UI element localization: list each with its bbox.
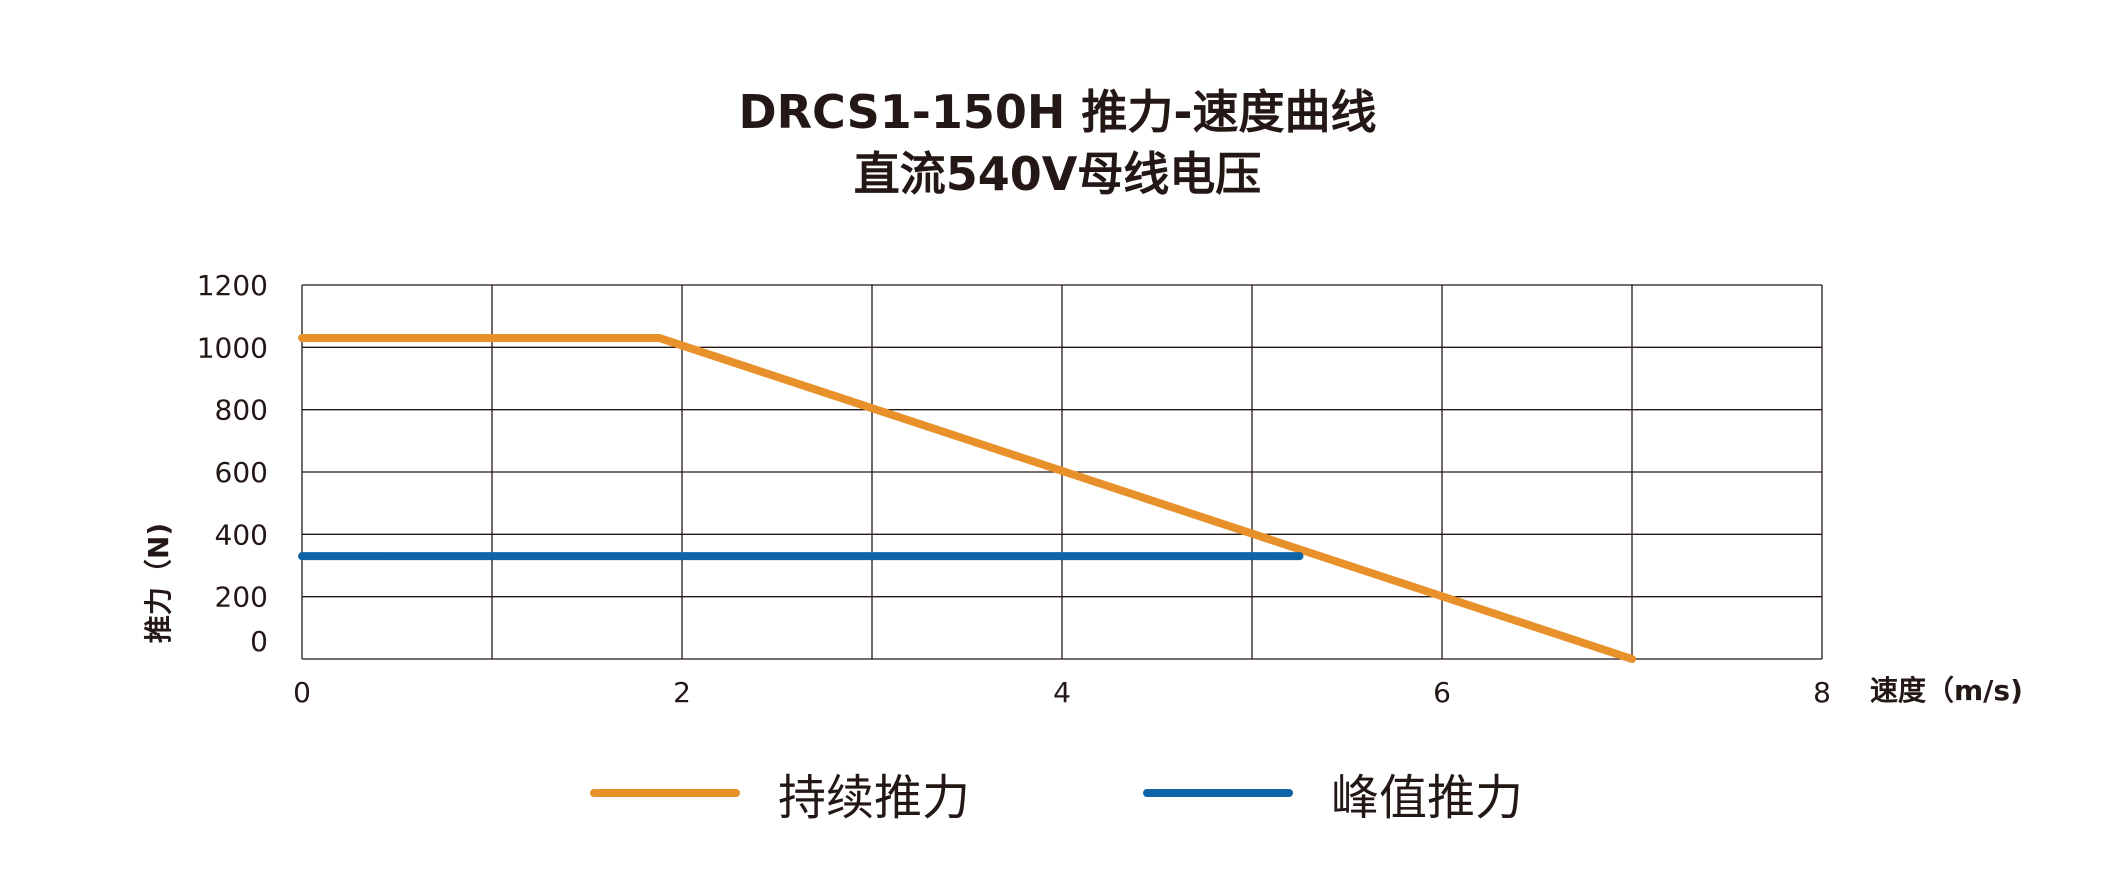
x-tick-label: 8 (1813, 676, 1831, 709)
y-tick-label: 400 (215, 518, 268, 551)
y-tick-label: 600 (215, 456, 268, 489)
x-tick-label: 0 (293, 676, 311, 709)
y-tick-label: 200 (215, 581, 268, 614)
y-tick-label: 1200 (197, 269, 268, 302)
x-tick-label: 4 (1053, 676, 1071, 709)
legend-item-continuous: 持续推力 (590, 758, 970, 828)
legend-swatch-peak (1143, 789, 1293, 797)
legend-label-continuous: 持续推力 (778, 770, 971, 826)
series-line-continuous-thrust (298, 333, 1636, 663)
y-tick-label: 800 (215, 394, 268, 427)
y-tick-label: 1000 (197, 331, 268, 364)
chart-subtitle: 直流540V母线电压 (853, 147, 1262, 201)
y-tick-label: 0 (250, 625, 268, 658)
x-axis-label: 速度（m/s) (1870, 674, 2023, 707)
legend-label-peak: 峰值推力 (1331, 770, 1524, 826)
chart-title: DRCS1-150H 推力-速度曲线 (738, 85, 1377, 139)
legend-swatch-continuous (590, 789, 740, 797)
x-tick-label: 2 (673, 676, 691, 709)
legend-item-peak: 峰值推力 (1143, 758, 1523, 828)
x-tick-label: 6 (1433, 676, 1451, 709)
y-axis-label: 推力（N) (142, 523, 175, 643)
